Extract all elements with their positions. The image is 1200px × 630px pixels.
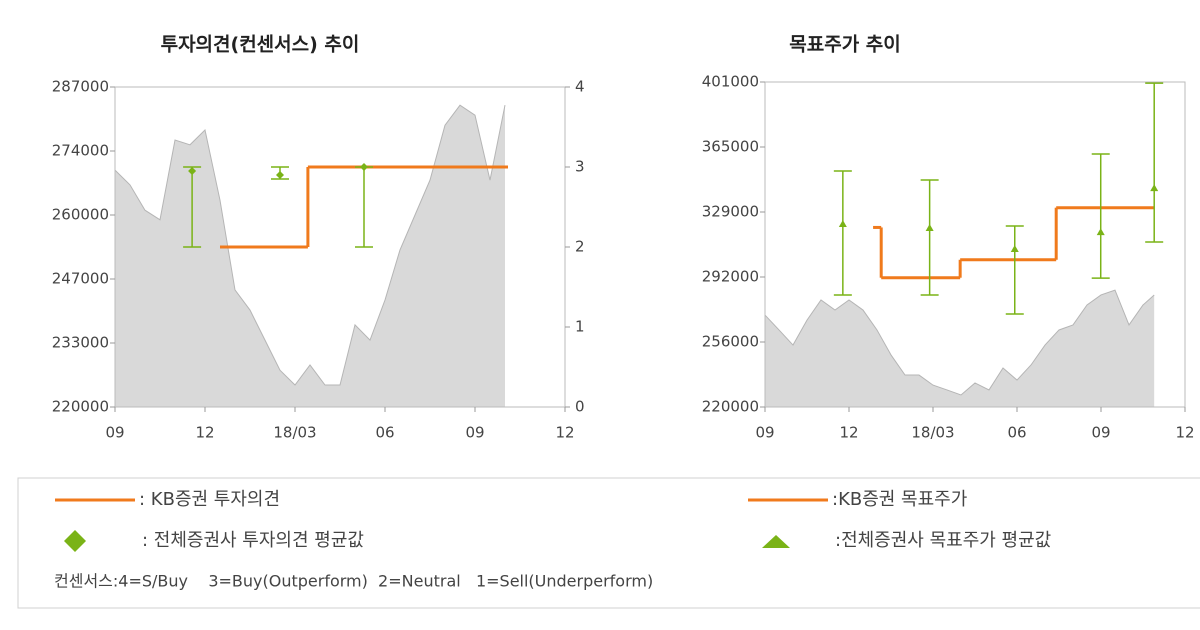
y-tick-label: 329000 bbox=[702, 203, 759, 221]
price-line bbox=[114, 104, 506, 386]
consensus-marker bbox=[188, 167, 197, 175]
y2-tick-label: 3 bbox=[575, 158, 585, 176]
y-tick-label: 287000 bbox=[52, 78, 109, 96]
y2-tick-label: 1 bbox=[575, 318, 585, 336]
price-area bbox=[115, 105, 505, 407]
x-tick-label: 06 bbox=[1007, 424, 1026, 442]
plot-frame bbox=[764, 81, 1186, 408]
chart-title: 투자의견(컨센서스) 추이 bbox=[161, 34, 360, 56]
x-tick-label: 12 bbox=[555, 424, 574, 442]
consensus-note: 컨센서스:4=S/Buy 3=Buy(Outperform) 2=Neutral… bbox=[54, 572, 653, 591]
y-tick-label: 260000 bbox=[52, 206, 109, 224]
y-tick-label: 365000 bbox=[702, 138, 759, 156]
x-tick-label: 12 bbox=[195, 424, 214, 442]
consensus-marker bbox=[925, 223, 934, 231]
consensus-marker bbox=[1010, 244, 1019, 252]
y-tick-label: 233000 bbox=[52, 334, 109, 352]
consensus-marker bbox=[276, 171, 284, 179]
x-tick-label: 09 bbox=[105, 424, 124, 442]
y-tick-label: 292000 bbox=[702, 268, 759, 286]
x-tick-label: 18/03 bbox=[911, 424, 954, 442]
x-tick-label: 12 bbox=[1175, 424, 1194, 442]
x-tick-label: 09 bbox=[1091, 424, 1110, 442]
y-tick-label: 274000 bbox=[52, 142, 109, 160]
price-line bbox=[764, 289, 1155, 396]
y2-tick-label: 0 bbox=[575, 398, 585, 416]
y2-tick-label: 4 bbox=[575, 78, 585, 96]
legend-swatch bbox=[64, 530, 86, 552]
y2-tick-label: 2 bbox=[575, 238, 585, 256]
price-area bbox=[765, 290, 1155, 407]
y-tick-label: 247000 bbox=[52, 270, 109, 288]
y-tick-label: 256000 bbox=[702, 333, 759, 351]
legend-label: : KB증권 투자의견 bbox=[139, 489, 280, 510]
chart-title: 목표주가 추이 bbox=[789, 34, 901, 56]
x-tick-label: 09 bbox=[755, 424, 774, 442]
y-tick-label: 220000 bbox=[702, 398, 759, 416]
x-tick-label: 06 bbox=[375, 424, 394, 442]
x-tick-label: 12 bbox=[839, 424, 858, 442]
consensus-marker bbox=[1096, 228, 1105, 236]
y-tick-label: 401000 bbox=[702, 73, 759, 91]
legend-label: : 전체증권사 투자의견 평균값 bbox=[142, 530, 364, 551]
legend-label: :전체증권사 목표주가 평균값 bbox=[835, 530, 1051, 551]
consensus-marker bbox=[1150, 184, 1159, 192]
legend-box bbox=[17, 477, 1200, 609]
consensus-marker bbox=[360, 163, 368, 171]
y-tick-label: 220000 bbox=[52, 398, 109, 416]
x-tick-label: 09 bbox=[465, 424, 484, 442]
consensus-marker bbox=[838, 220, 847, 228]
x-tick-label: 18/03 bbox=[273, 424, 316, 442]
legend-swatch bbox=[762, 535, 790, 548]
legend-label: :KB증권 목표주가 bbox=[832, 489, 967, 510]
